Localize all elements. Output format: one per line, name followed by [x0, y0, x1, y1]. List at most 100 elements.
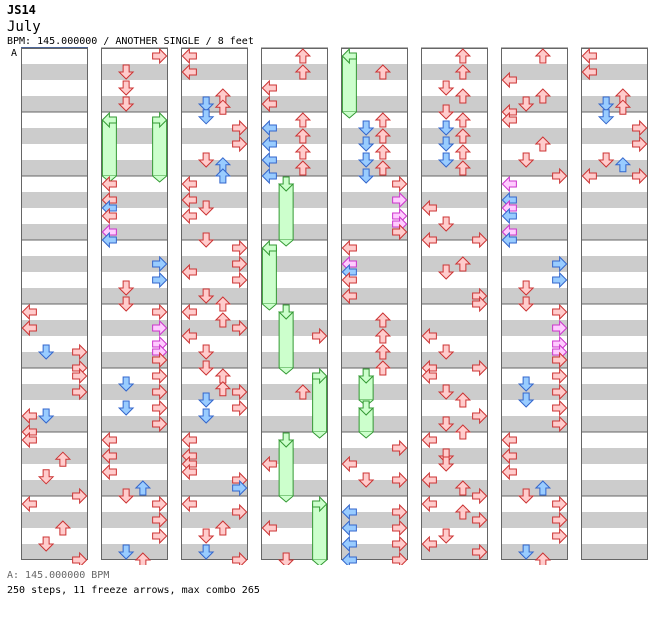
beat-stripe	[501, 80, 568, 96]
down-arrow-icon	[517, 544, 535, 560]
right-arrow-icon	[232, 319, 248, 337]
right-arrow-icon	[552, 319, 568, 337]
beat-stripe	[101, 80, 168, 96]
beat-stripe	[581, 240, 648, 256]
freeze-arrow-tail	[342, 111, 357, 119]
column-frame	[421, 48, 488, 560]
beat-stripe	[21, 176, 88, 192]
beat-stripe	[21, 144, 88, 160]
beat-stripe	[21, 112, 88, 128]
beat-stripe	[501, 272, 568, 288]
right-arrow-icon	[552, 399, 568, 417]
column-frame	[261, 48, 328, 560]
beat-stripe	[181, 544, 248, 560]
down-arrow-icon	[197, 528, 215, 544]
column-frame	[341, 48, 408, 560]
beat-stripe	[261, 112, 328, 128]
down-arrow-icon	[197, 200, 215, 216]
beat-stripe	[181, 48, 248, 64]
beat-stripe	[341, 144, 408, 160]
beat-stripe	[101, 336, 168, 352]
beat-stripe	[341, 128, 408, 144]
beat-stripe	[501, 240, 568, 256]
beat-stripe	[581, 432, 648, 448]
beat-stripe	[261, 528, 328, 544]
up-arrow-icon	[454, 392, 472, 408]
left-arrow-icon	[101, 111, 117, 129]
down-arrow-icon	[117, 296, 135, 312]
left-arrow-icon	[341, 503, 357, 521]
beat-stripe	[421, 544, 488, 560]
up-arrow-icon	[614, 99, 632, 115]
beat-stripe	[421, 416, 488, 432]
beat-stripe	[101, 432, 168, 448]
down-arrow-icon	[117, 376, 135, 392]
beat-stripe	[501, 144, 568, 160]
beat-stripe	[501, 128, 568, 144]
beat-stripe	[181, 368, 248, 384]
column-frame	[501, 48, 568, 560]
beat-stripe	[421, 256, 488, 272]
step-chart	[21, 47, 648, 565]
beat-stripe	[21, 480, 88, 496]
freeze-arrow-body	[101, 119, 117, 177]
bpm-legend: A: 145.000000 BPM	[7, 570, 110, 581]
left-arrow-icon	[341, 535, 357, 553]
left-arrow-icon	[581, 47, 597, 65]
beat-stripe	[101, 96, 168, 112]
beat-stripe	[101, 128, 168, 144]
beat-stripe	[581, 352, 648, 368]
beat-stripe	[421, 528, 488, 544]
left-arrow-icon	[181, 175, 197, 193]
right-arrow-icon	[552, 303, 568, 321]
up-arrow-icon	[534, 88, 552, 104]
down-arrow-icon	[437, 120, 455, 136]
beat-stripe	[21, 48, 88, 64]
left-arrow-icon	[421, 327, 437, 345]
right-arrow-icon	[472, 359, 488, 377]
chart-stats: 250 steps, 11 freeze arrows, max combo 2…	[7, 585, 260, 596]
down-arrow-icon	[437, 384, 455, 400]
right-arrow-icon	[152, 319, 168, 337]
beat-stripe	[21, 128, 88, 144]
right-arrow-icon	[552, 511, 568, 529]
chart-column-2	[101, 47, 168, 560]
freeze-arrow-body	[278, 183, 294, 241]
beat-stripe	[21, 352, 88, 368]
beat-stripe	[21, 544, 88, 560]
down-arrow-icon	[117, 400, 135, 416]
beat-stripe	[421, 288, 488, 304]
freeze-arrow-tail	[358, 431, 374, 439]
down-arrow-icon	[197, 109, 215, 125]
left-arrow-icon	[181, 327, 197, 345]
up-arrow-icon	[374, 328, 392, 344]
right-arrow-icon	[472, 487, 488, 505]
up-arrow-icon	[214, 381, 232, 397]
up-arrow-icon	[54, 520, 72, 536]
right-arrow-icon	[472, 407, 488, 425]
beat-stripe	[181, 432, 248, 448]
up-arrow-icon	[534, 136, 552, 152]
beat-stripe	[181, 144, 248, 160]
right-arrow-icon	[392, 471, 408, 489]
beat-stripe	[581, 64, 648, 80]
up-arrow-icon	[454, 88, 472, 104]
down-arrow-icon	[357, 136, 375, 152]
beat-stripe	[421, 240, 488, 256]
left-arrow-icon	[341, 551, 357, 565]
left-arrow-icon	[421, 431, 437, 449]
left-arrow-icon	[181, 495, 197, 513]
right-arrow-icon	[552, 167, 568, 185]
beat-stripe	[421, 224, 488, 240]
chart-column-3	[181, 47, 248, 560]
beat-stripe	[101, 272, 168, 288]
beat-stripe	[501, 256, 568, 272]
beat-stripe	[421, 320, 488, 336]
down-arrow-icon	[517, 152, 535, 168]
beat-stripe	[181, 112, 248, 128]
left-arrow-icon	[181, 263, 197, 281]
freeze-arrow-body	[278, 311, 294, 369]
beat-stripe	[101, 256, 168, 272]
beat-stripe	[341, 208, 408, 224]
beat-stripe	[341, 112, 408, 128]
